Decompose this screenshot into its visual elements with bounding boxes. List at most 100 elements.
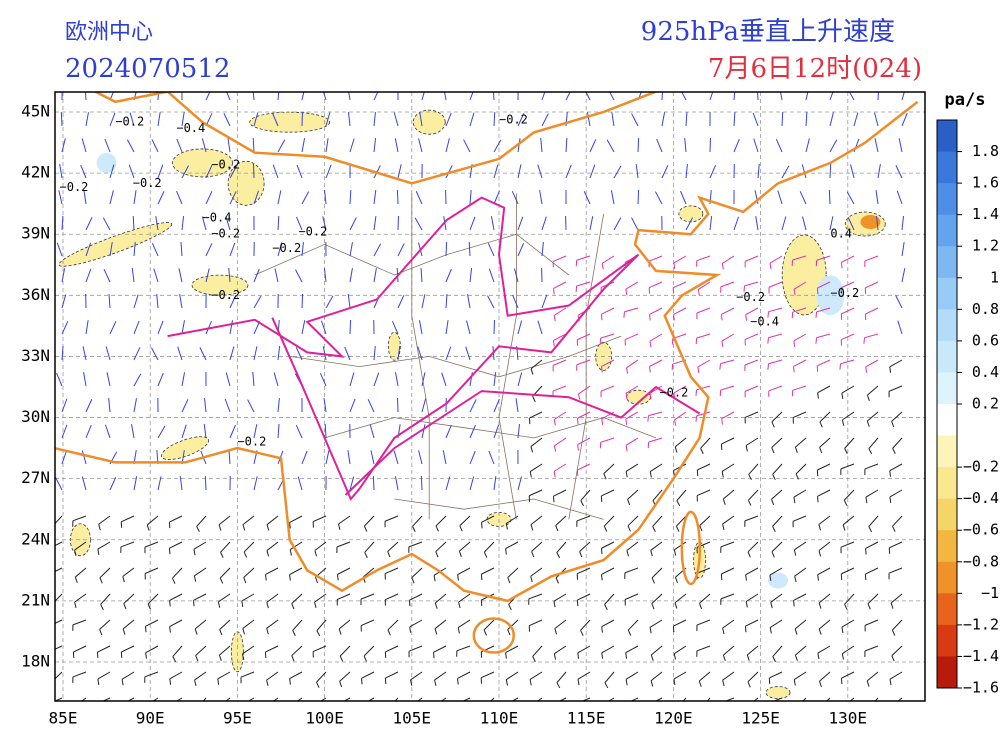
wind-barb <box>144 541 159 548</box>
wind-barb <box>410 679 413 686</box>
wind-barb <box>74 549 77 557</box>
wind-barb <box>385 645 399 653</box>
wind-barb <box>892 526 896 532</box>
wind-barb <box>576 255 591 261</box>
wind-barb <box>601 645 615 654</box>
wind-barb <box>697 463 711 471</box>
wind-barb <box>556 682 561 689</box>
wind-barb <box>150 347 159 361</box>
wind-barb <box>172 656 176 663</box>
wind-barb <box>373 92 379 101</box>
wind-barb <box>847 217 855 231</box>
wind-barb <box>891 629 896 636</box>
wind-barb <box>753 138 759 153</box>
wind-barb <box>243 577 247 584</box>
wind-barb <box>696 307 711 314</box>
wind-barb <box>673 314 675 321</box>
wind-barb <box>201 216 207 231</box>
wind-barb <box>600 333 615 339</box>
wind-barb <box>604 604 608 610</box>
wind-barb <box>675 525 680 532</box>
wind-barb <box>600 437 615 443</box>
wind-barb <box>795 473 799 480</box>
wind-barb <box>467 294 471 309</box>
wind-barb <box>793 289 796 296</box>
wind-barb <box>414 217 423 231</box>
wind-barb <box>770 593 783 603</box>
wind-barb <box>607 697 615 701</box>
wind-barb <box>363 525 368 532</box>
wind-barb <box>815 337 818 344</box>
wind-barb <box>61 321 69 335</box>
wind-barb <box>793 600 795 607</box>
wind-barb <box>577 567 591 575</box>
wind-barb <box>81 138 87 153</box>
wind-barb <box>889 463 903 472</box>
wind-barb <box>771 489 783 500</box>
wind-barb <box>721 307 735 315</box>
wind-barb <box>746 645 759 656</box>
wind-barb <box>323 92 327 101</box>
wind-barb <box>203 398 207 413</box>
wind-barb <box>891 707 893 713</box>
wind-barb <box>530 567 543 577</box>
wind-barb <box>722 498 726 505</box>
wind-barb <box>553 333 567 341</box>
wind-barb <box>61 450 68 465</box>
wind-barb <box>229 242 236 257</box>
wind-barb <box>771 421 775 428</box>
wind-barb <box>888 385 903 392</box>
wind-barb <box>507 619 519 630</box>
wind-barb <box>157 372 164 387</box>
wind-barb <box>384 515 399 522</box>
wind-barb <box>648 411 663 417</box>
wind-barb <box>793 333 807 342</box>
wind-barb <box>172 567 183 579</box>
wind-barb <box>770 602 773 609</box>
wind-barb <box>685 111 688 127</box>
wind-barb <box>459 515 471 527</box>
wind-barb <box>169 541 183 549</box>
wind-barb <box>849 697 855 701</box>
wind-barb <box>109 321 117 335</box>
wind-barb <box>755 216 759 231</box>
wind-barb <box>696 645 711 652</box>
wind-barb <box>397 295 405 309</box>
wind-barb <box>126 139 135 153</box>
wind-barb <box>360 593 375 600</box>
wind-barb <box>483 619 495 631</box>
wind-barb <box>507 567 519 578</box>
wind-barb <box>769 619 783 628</box>
wind-barb <box>505 679 509 686</box>
wind-barb <box>314 550 318 557</box>
wind-barb <box>819 671 831 682</box>
wind-barb <box>744 626 747 633</box>
wind-barb <box>225 697 231 701</box>
wind-barb <box>865 497 868 504</box>
wind-barb <box>242 524 246 531</box>
shaded-area <box>70 523 91 557</box>
wind-barb <box>777 190 783 205</box>
wind-barb <box>109 190 114 205</box>
wind-barb <box>625 288 628 296</box>
wind-barb <box>720 541 735 548</box>
wind-barb <box>850 164 855 179</box>
wind-barb <box>601 359 615 367</box>
wind-barb <box>469 372 473 387</box>
wind-barb <box>169 626 171 633</box>
wind-barb <box>780 92 783 101</box>
wind-barb <box>291 593 303 604</box>
wind-barb <box>266 515 279 526</box>
wind-barb <box>541 113 549 127</box>
wind-barb <box>194 671 207 681</box>
wind-barb <box>98 515 111 525</box>
wind-barb <box>228 268 231 283</box>
wind-barb <box>901 242 905 257</box>
wind-barb <box>530 437 543 447</box>
wind-barb <box>219 619 231 630</box>
wind-barb <box>362 567 375 578</box>
wind-barb <box>314 601 317 609</box>
wind-barb <box>349 319 352 335</box>
wind-barb <box>131 424 135 439</box>
wind-barb <box>349 138 355 153</box>
